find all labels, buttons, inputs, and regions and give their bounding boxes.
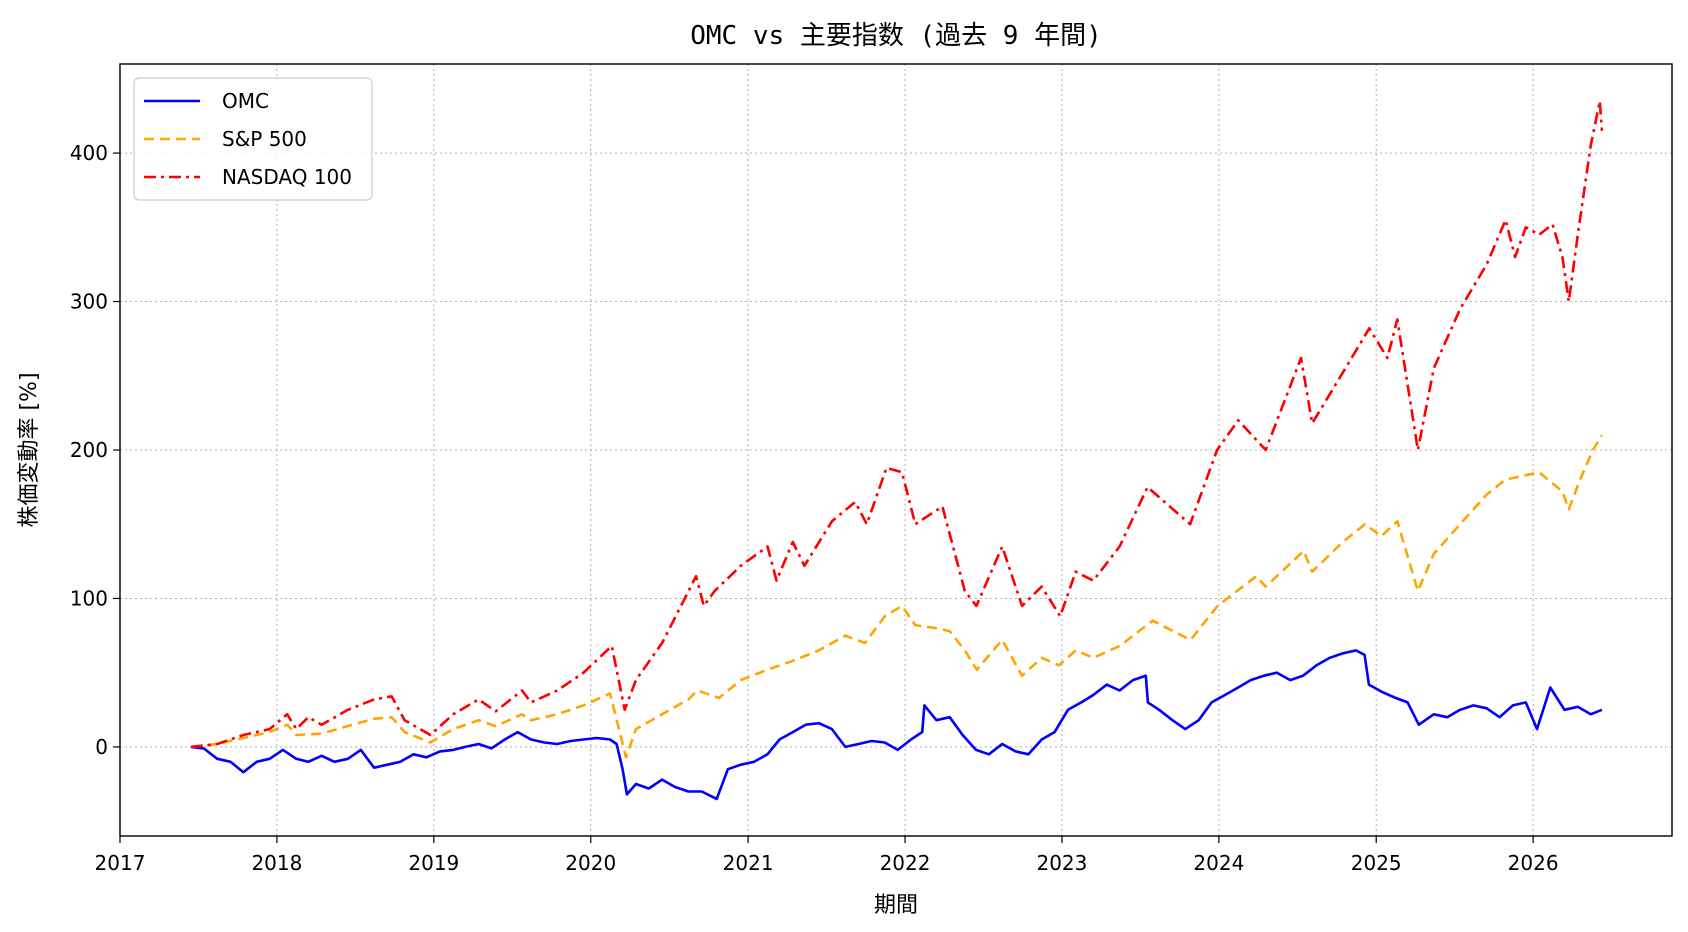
series-0 <box>190 649 1603 801</box>
axis-ticks: 2017 2018 2019 2020 2021 2022 2023 2024 2025 2026… <box>70 141 1559 875</box>
x-tick-label: 2023 <box>1036 851 1087 875</box>
x-tick-label: 2021 <box>723 851 774 875</box>
x-tick-label: 2025 <box>1351 851 1402 875</box>
legend: OMC S&P 500 NASDAQ 100 <box>133 77 373 201</box>
y-tick-label: 400 <box>70 141 108 165</box>
y-tick-label: 200 <box>70 438 108 462</box>
x-tick-label: 2017 <box>95 851 146 875</box>
y-tick-label: 300 <box>70 290 108 314</box>
x-axis-label: 期間 <box>874 893 918 918</box>
chart-title: OMC vs 主要指数 (過去 9 年間) <box>690 21 1102 51</box>
x-tick-label: 2018 <box>251 851 302 875</box>
series-line <box>190 649 1603 801</box>
series-line <box>190 434 1604 759</box>
legend-label: NASDAQ 100 <box>222 165 352 189</box>
x-tick-label: 2022 <box>880 851 931 875</box>
x-tick-label: 2024 <box>1193 851 1244 875</box>
x-tick-label: 2026 <box>1508 851 1559 875</box>
y-axis-label: 株価変動率 [%] <box>17 372 42 527</box>
legend-label: OMC <box>222 89 269 113</box>
x-tick-label: 2020 <box>565 851 616 875</box>
x-tick-label: 2019 <box>408 851 459 875</box>
y-tick-label: 100 <box>70 586 108 610</box>
series-1 <box>190 434 1604 759</box>
legend-label: S&P 500 <box>222 127 307 151</box>
legend-box <box>133 77 373 201</box>
y-tick-label: 0 <box>95 735 108 759</box>
series-lines <box>190 99 1604 801</box>
series-line <box>190 99 1604 749</box>
series-2 <box>190 99 1604 749</box>
